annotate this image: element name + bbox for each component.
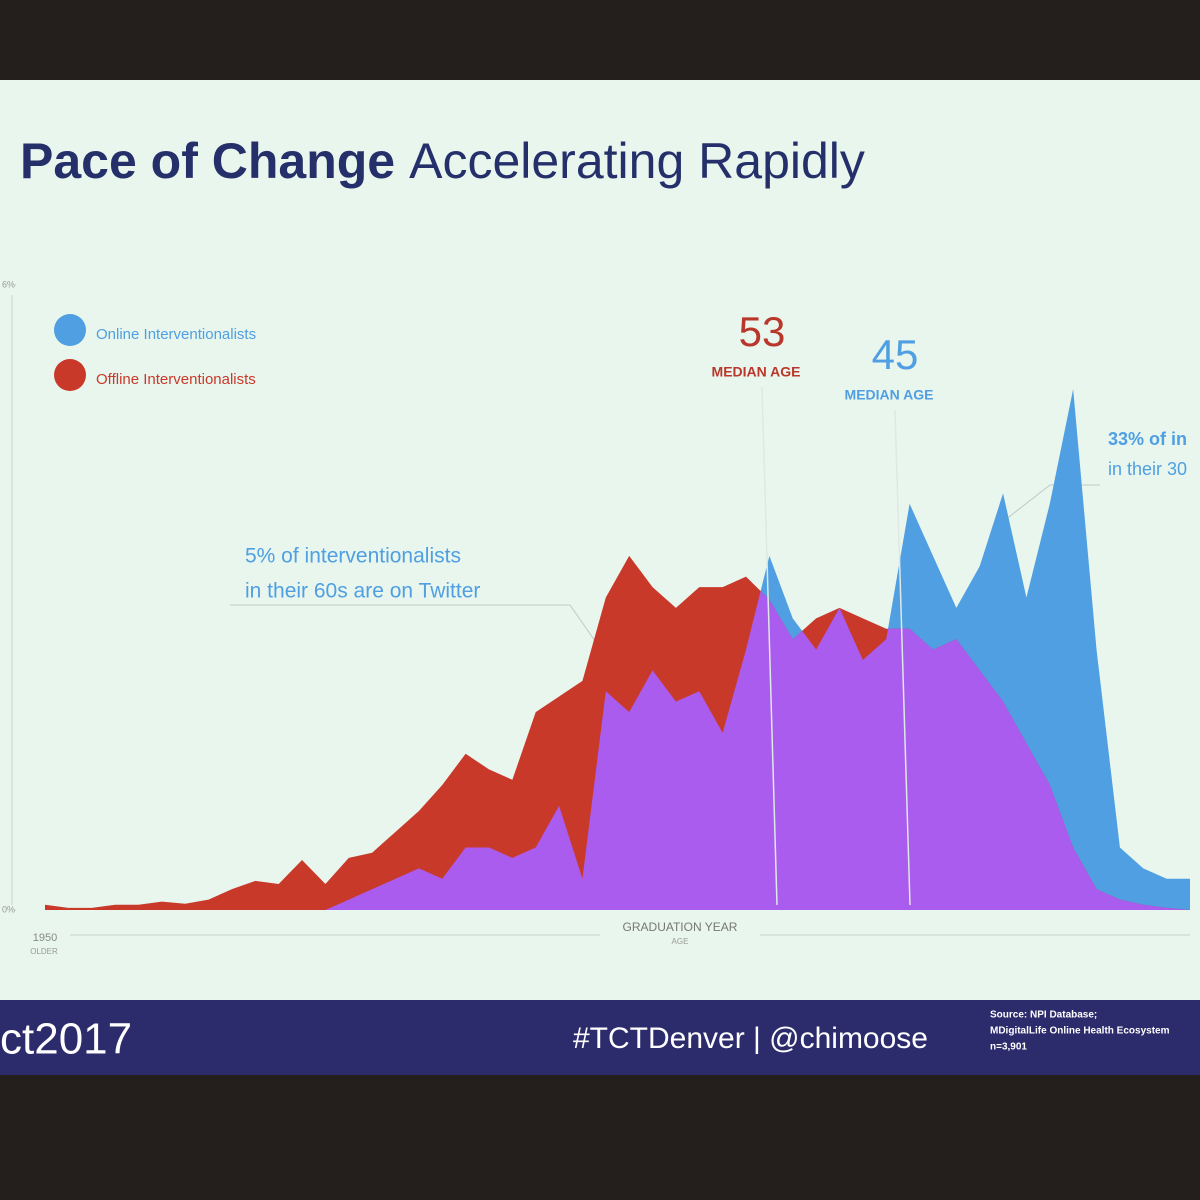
x-tick-label: 1950 — [33, 932, 57, 944]
y-tick-label: 0% — [2, 904, 15, 914]
footer-source: Source: NPI Database; — [990, 1010, 1097, 1021]
x-sublabel: OLDER — [30, 947, 58, 956]
footer-band — [0, 1000, 1200, 1075]
legend-label: Offline Interventionalists — [96, 371, 256, 388]
note-leader — [1004, 484, 1100, 521]
note: 33% of in — [1108, 429, 1187, 449]
annotation-value: 45 — [872, 331, 919, 378]
x-axis-sublabel: AGE — [672, 937, 689, 946]
footer-brand: ct2017 — [0, 1015, 132, 1064]
footer-hashtag: #TCTDenver | @chimoose — [573, 1022, 928, 1055]
plot: 0% 6% 1950 53 MEDIAN AGE 45 MEDIAN AGE Online I… — [2, 279, 1190, 944]
legend-label: Online Interventionalists — [96, 326, 256, 343]
title-bold: Pace of Change — [20, 133, 395, 189]
footer-source: n=3,901 — [990, 1042, 1027, 1053]
annotation-label: MEDIAN AGE — [845, 387, 934, 403]
note: 5% of interventionalists — [245, 545, 461, 568]
median-line — [894, 409, 911, 906]
legend-swatch — [54, 314, 86, 346]
y-tick-label: 6% — [2, 279, 15, 289]
note: in their 60s are on Twitter — [245, 580, 480, 603]
chart-title: Pace of Change Accelerating Rapidly — [20, 133, 865, 189]
x-axis-label: GRADUATION YEAR — [623, 920, 738, 934]
median-line — [761, 386, 778, 906]
annotation-value: 53 — [739, 308, 786, 355]
footer-source: MDigitalLife Online Health Ecosystem — [990, 1026, 1170, 1037]
note: in their 30 — [1108, 459, 1187, 479]
annotation-label: MEDIAN AGE — [712, 364, 801, 380]
overlap-area — [45, 555, 1190, 910]
title-rest: Accelerating Rapidly — [409, 133, 865, 189]
legend-swatch — [54, 359, 86, 391]
